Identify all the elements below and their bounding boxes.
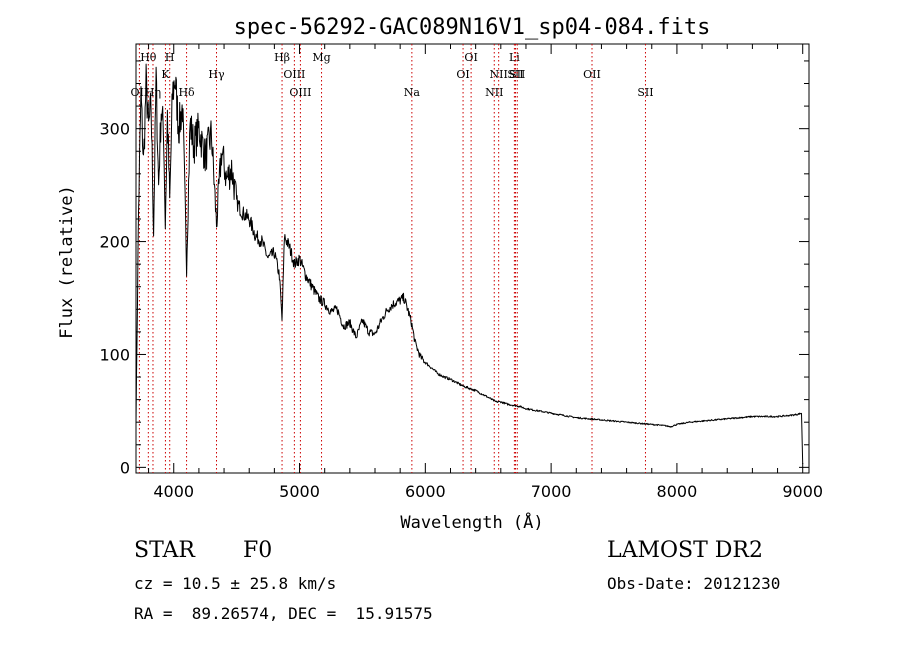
line-markers: HθOIIHηKHHδHγHβOIIIOIIIMgNaOIOINIINIILiS… [131, 44, 654, 473]
line-label-12: OI [456, 68, 469, 81]
x-tick-label: 5000 [279, 482, 320, 501]
line-label-18: SII [509, 68, 525, 81]
x-tick-label: 4000 [153, 482, 194, 501]
object-subclass: F0 [243, 538, 273, 563]
x-tick-label: 7000 [531, 482, 572, 501]
y-tick-label: 100 [99, 345, 130, 364]
x-tick-label: 6000 [405, 482, 446, 501]
line-label-11: Na [404, 86, 421, 99]
x-tick-label: 8000 [657, 482, 698, 501]
line-label-7: Hβ [274, 51, 290, 64]
line-label-0: Hθ [140, 51, 157, 64]
chart-title: spec-56292-GAC089N16V1_sp04-084.fits [234, 15, 711, 40]
line-label-5: Hδ [178, 86, 195, 99]
line-label-19: OII [583, 68, 601, 81]
line-label-16: Li [509, 51, 520, 64]
line-label-13: OI [464, 51, 477, 64]
plot-frame [135, 43, 810, 474]
spectrum-series [135, 63, 804, 465]
y-axis-label: Flux (relative) [57, 185, 77, 339]
line-label-4: H [165, 51, 175, 64]
line-label-14: NII [485, 86, 503, 99]
y-tick-label: 0 [120, 458, 130, 477]
object-class: STAR [134, 538, 195, 563]
coordinates-text: RA = 89.26574, DEC = 15.91575 [134, 604, 433, 623]
line-label-9: OIII [289, 86, 311, 99]
y-tick-label: 200 [99, 233, 130, 252]
survey-label: LAMOST DR2 [607, 538, 763, 563]
line-label-17: SII [507, 68, 523, 81]
y-tick-label: 300 [99, 120, 130, 139]
line-label-6: Hγ [208, 68, 225, 81]
spectrum-line [135, 63, 804, 465]
redshift-text: cz = 10.5 ± 25.8 km/s [134, 574, 337, 593]
x-axis-label: Wavelength (Å) [400, 511, 543, 533]
line-label-3: K [161, 68, 170, 81]
line-label-8: OIII [283, 68, 305, 81]
line-label-1: OII [131, 86, 149, 99]
line-label-10: Mg [312, 51, 330, 64]
axis-ticks: 4000 5000 6000 7000 8000 9000 0 100 200 300 [99, 44, 823, 501]
x-tick-label: 9000 [782, 482, 823, 501]
line-label-20: SII [637, 86, 653, 99]
obs-date: Obs-Date: 20121230 [607, 574, 781, 593]
line-label-15: NII [490, 68, 508, 81]
